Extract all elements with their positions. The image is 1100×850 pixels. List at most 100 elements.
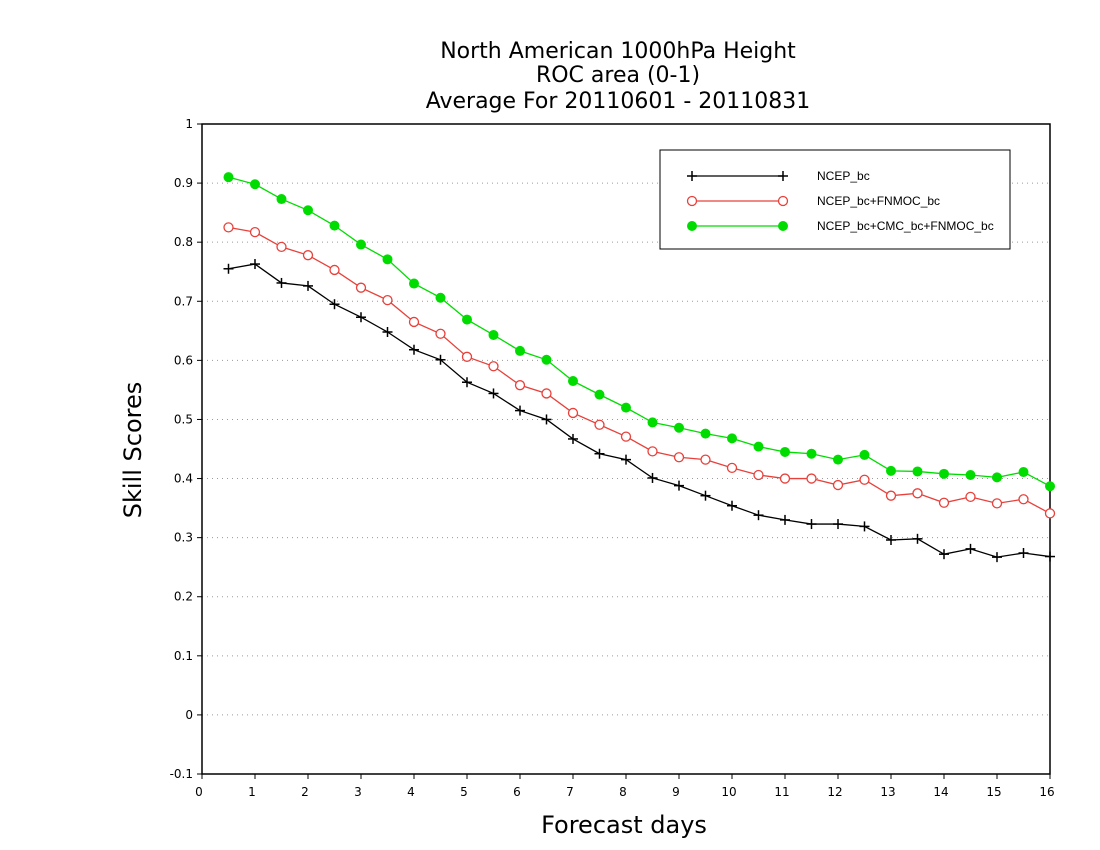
x-axis-label: Forecast days [541, 811, 707, 839]
data-point [1018, 467, 1029, 478]
x-tick-label: 8 [619, 785, 627, 799]
data-point [250, 259, 260, 270]
y-axis-ticks: -0.1 0 0.1 0.2 0.3 0.4 0.5 0.6 0.7 0.8 0.9 1 [170, 117, 202, 781]
data-point [806, 519, 817, 530]
legend-label: NCEP_bc [817, 169, 870, 183]
y-tick-label: 0.4 [174, 472, 193, 486]
data-point [514, 380, 526, 391]
data-point [965, 470, 976, 480]
data-point [409, 278, 419, 289]
data-point [276, 277, 287, 288]
x-tick-label: 14 [933, 785, 948, 799]
x-tick-label: 13 [880, 785, 895, 799]
data-point [435, 354, 446, 365]
data-point [276, 241, 287, 253]
data-point [1044, 508, 1056, 519]
data-point [991, 498, 1003, 509]
data-point [965, 491, 976, 503]
data-point [700, 428, 711, 439]
data-point [832, 479, 844, 491]
x-tick-label: 1 [248, 785, 256, 799]
data-point [462, 314, 472, 325]
data-point [753, 441, 764, 452]
data-point [303, 280, 313, 291]
y-tick-label: 0.7 [174, 294, 193, 308]
data-point [806, 448, 817, 459]
x-tick-label: 15 [986, 785, 1001, 799]
data-point [568, 433, 578, 444]
gridlines [202, 182, 1050, 716]
y-tick-label: 1 [185, 117, 193, 131]
y-tick-label: 0.6 [174, 353, 193, 367]
data-point [674, 480, 684, 491]
data-point [329, 220, 340, 231]
series-ncep-bc [223, 259, 1055, 563]
y-tick-label: 0.5 [174, 412, 193, 426]
data-point [621, 454, 631, 465]
x-tick-label: 16 [1039, 785, 1054, 799]
data-point [303, 205, 313, 216]
data-point [249, 226, 261, 238]
data-point [329, 299, 340, 310]
data-point [912, 466, 923, 477]
data-point [382, 254, 393, 265]
data-point [859, 521, 870, 532]
data-point [567, 407, 579, 419]
data-point [356, 239, 366, 250]
x-tick-label: 9 [672, 785, 680, 799]
data-point [435, 292, 446, 303]
data-point [594, 448, 605, 459]
y-tick-label: 0.2 [174, 590, 193, 604]
data-point [276, 194, 287, 205]
x-tick-label: 6 [513, 785, 521, 799]
data-point [594, 389, 605, 400]
data-point [939, 468, 949, 479]
data-point [488, 329, 499, 340]
legend-marker [778, 221, 788, 231]
data-point [382, 327, 393, 337]
data-point [992, 472, 1002, 483]
data-point [912, 488, 923, 499]
legend-marker [687, 221, 697, 231]
data-point [700, 490, 711, 501]
data-point [461, 351, 473, 362]
data-point [620, 431, 632, 442]
title-line-1: North American 1000hPa Height [440, 39, 796, 64]
data-point [992, 552, 1002, 563]
data-point [912, 533, 923, 544]
legend-marker [686, 195, 698, 207]
data-point [541, 388, 552, 399]
data-point [515, 405, 525, 416]
data-point [515, 345, 525, 356]
data-point [594, 419, 605, 430]
data-point [1018, 494, 1029, 505]
data-point [753, 510, 764, 521]
plot-area-frame [201, 123, 1051, 775]
data-point [833, 454, 843, 465]
data-point [647, 417, 658, 428]
legend-label: NCEP_bc+FNMOC_bc [817, 194, 940, 208]
data-point [939, 549, 949, 560]
data-point [886, 465, 896, 476]
data-point [408, 316, 420, 328]
data-point [833, 519, 843, 530]
data-point [859, 449, 870, 460]
data-point [302, 250, 314, 261]
data-point [382, 294, 393, 306]
legend-marker [777, 195, 789, 207]
x-tick-label: 0 [195, 785, 203, 799]
data-point [488, 361, 499, 372]
y-tick-label: -0.1 [170, 767, 193, 781]
data-point [355, 282, 367, 293]
x-tick-label: 3 [354, 785, 362, 799]
data-point [859, 474, 870, 485]
data-point [806, 473, 817, 484]
data-point [1018, 548, 1029, 558]
data-point [223, 222, 234, 233]
data-point [753, 469, 764, 481]
series-ncep-bc-cmc-bc-fnmoc-bc [223, 172, 1055, 492]
data-point [1045, 551, 1055, 562]
x-tick-label: 10 [721, 785, 736, 799]
y-tick-label: 0.8 [174, 235, 193, 249]
